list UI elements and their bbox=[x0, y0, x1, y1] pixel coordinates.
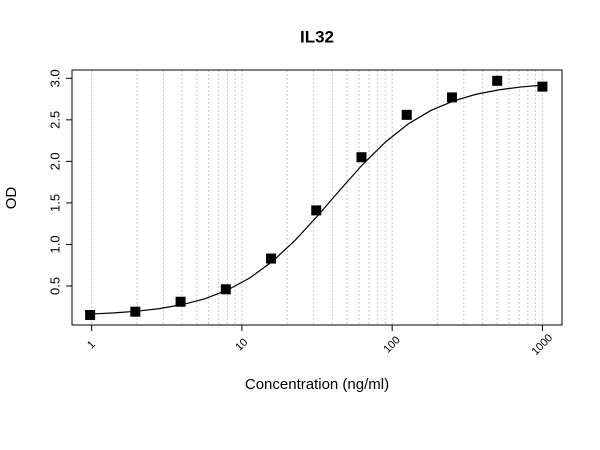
point bbox=[85, 310, 96, 321]
x-tick-label: 1 bbox=[85, 339, 98, 352]
point bbox=[356, 152, 367, 163]
y-tick-label: 1.5 bbox=[47, 194, 62, 212]
point bbox=[220, 284, 231, 295]
y-tick-label: 2.5 bbox=[47, 111, 62, 129]
fit-line bbox=[90, 84, 543, 315]
chart-title: IL32 bbox=[300, 27, 334, 46]
point bbox=[446, 92, 457, 103]
x-axis-label: Concentration (ng/ml) bbox=[245, 376, 389, 393]
point bbox=[537, 81, 548, 92]
point bbox=[492, 75, 503, 86]
y-axis-label: OD bbox=[3, 187, 20, 210]
point bbox=[401, 109, 412, 120]
x-tick-label: 1000 bbox=[529, 332, 555, 358]
y-tick-label: 3.0 bbox=[47, 69, 62, 87]
y-tick-label: 0.5 bbox=[47, 277, 62, 295]
x-tick-label: 10 bbox=[233, 336, 250, 353]
x-tick-label: 100 bbox=[381, 334, 402, 355]
y-tick-label: 1.0 bbox=[47, 235, 62, 253]
point bbox=[266, 253, 277, 264]
point bbox=[175, 296, 186, 307]
y-tick-label: 2.0 bbox=[47, 152, 62, 170]
plot-frame bbox=[71, 69, 563, 326]
point bbox=[311, 205, 322, 216]
